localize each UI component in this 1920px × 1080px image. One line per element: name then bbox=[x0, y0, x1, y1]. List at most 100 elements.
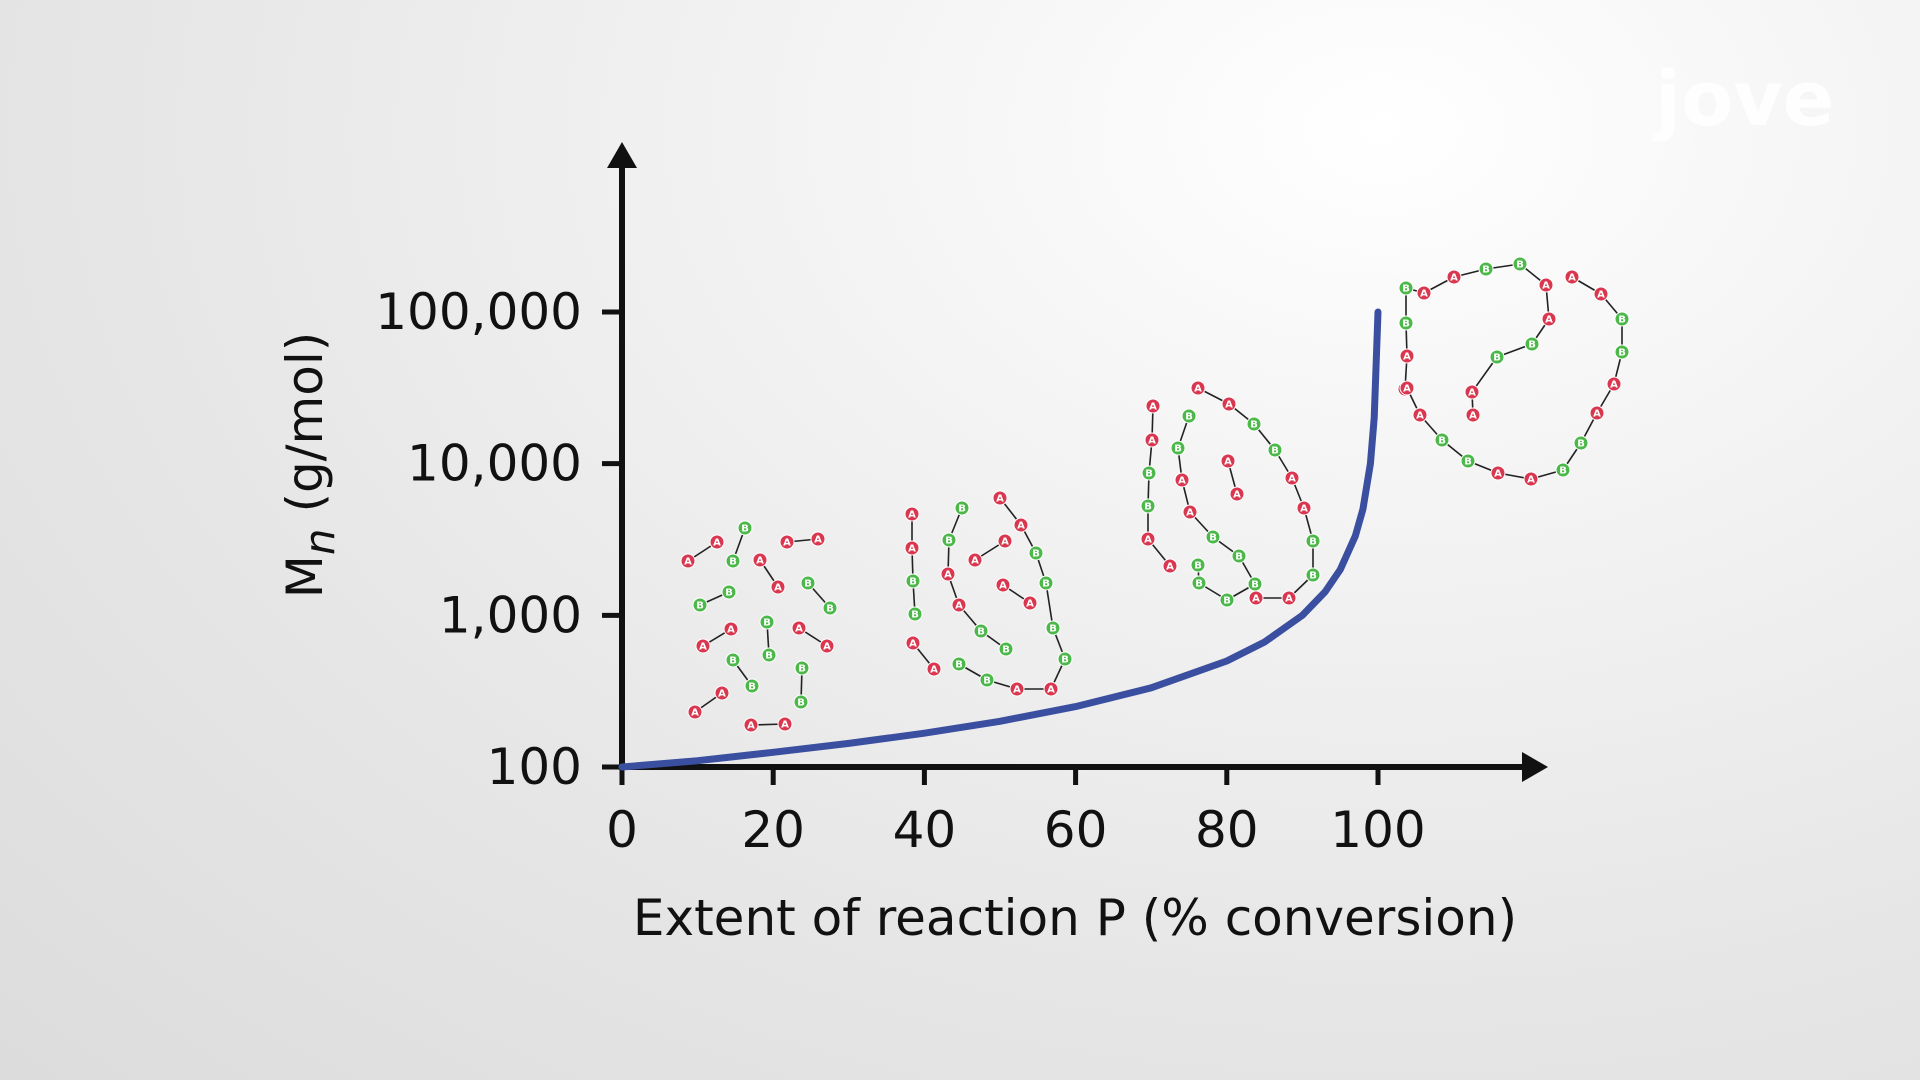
monomer-label: A bbox=[795, 624, 803, 635]
monomer-label: B bbox=[741, 524, 749, 535]
monomer-A-44 bbox=[1043, 681, 1059, 697]
monomer-A-102 bbox=[1589, 405, 1605, 421]
monomer-label: B bbox=[1195, 579, 1203, 590]
monomer-label: B bbox=[1061, 655, 1069, 666]
monomer-label: A bbox=[747, 721, 755, 732]
monomer-label: B bbox=[977, 627, 985, 638]
monomer-A-56 bbox=[1140, 531, 1156, 547]
fragment-9: BB bbox=[725, 652, 760, 694]
monomer-label: A bbox=[727, 625, 735, 636]
y-axis-title: Mn (g/mol) bbox=[276, 332, 344, 598]
monomer-A-76 bbox=[1281, 590, 1297, 606]
monomer-label: A bbox=[999, 581, 1007, 592]
y-axis-arrow bbox=[607, 142, 637, 168]
monomer-label: A bbox=[1186, 508, 1194, 519]
monomer-B-36 bbox=[973, 623, 989, 639]
monomer-label: B bbox=[958, 504, 966, 515]
monomer-B-42 bbox=[1045, 620, 1061, 636]
monomer-B-41 bbox=[1038, 575, 1054, 591]
monomer-label: A bbox=[1545, 315, 1553, 326]
x-tick-label-1: 20 bbox=[741, 801, 805, 859]
monomer-B-18 bbox=[725, 652, 741, 668]
monomer-label: B bbox=[1223, 596, 1231, 607]
monomer-A-73 bbox=[1296, 500, 1312, 516]
monomer-label: A bbox=[1527, 475, 1535, 486]
y-tick-label-2: 10,000 bbox=[407, 435, 582, 493]
x-axis-title: Extent of reaction P (% conversion) bbox=[633, 889, 1517, 947]
monomer-B-3 bbox=[737, 520, 753, 536]
monomer-A-39 bbox=[1013, 517, 1029, 533]
monomer-label: A bbox=[1285, 594, 1293, 605]
monomer-A-85 bbox=[1446, 269, 1462, 285]
monomer-A-35 bbox=[951, 597, 967, 613]
monomer-A-95 bbox=[1412, 407, 1428, 423]
monomer-label: B bbox=[909, 577, 917, 588]
monomer-label: A bbox=[996, 494, 1004, 505]
monomer-B-29 bbox=[907, 606, 923, 622]
monomer-B-32 bbox=[954, 500, 970, 516]
y-tick-label-0: 100 bbox=[487, 738, 582, 796]
fragment-6: AA bbox=[695, 621, 739, 654]
monomer-A-5 bbox=[810, 531, 826, 547]
monomer-B-62 bbox=[1205, 529, 1221, 545]
monomer-label: A bbox=[684, 557, 692, 568]
monomer-B-96 bbox=[1434, 432, 1450, 448]
monomer-A-69 bbox=[1221, 396, 1237, 412]
chain-2e: AA bbox=[967, 533, 1013, 568]
monomer-label: A bbox=[823, 642, 831, 653]
monomer-label: B bbox=[1185, 412, 1193, 423]
monomer-B-58 bbox=[1181, 408, 1197, 424]
monomer-A-53 bbox=[1144, 432, 1160, 448]
monomer-label: A bbox=[1469, 411, 1477, 422]
fragment-0: AA bbox=[680, 534, 725, 569]
monomer-B-75 bbox=[1305, 567, 1321, 583]
monomer-A-92 bbox=[1464, 384, 1480, 400]
monomer-A-25 bbox=[777, 716, 793, 732]
x-tick-label-3: 60 bbox=[1044, 801, 1108, 859]
monomer-label: A bbox=[1194, 384, 1202, 395]
monomer-A-30 bbox=[905, 635, 921, 651]
monomer-label: A bbox=[1026, 599, 1034, 610]
y-axis-title-main: M bbox=[276, 555, 334, 598]
fragment-8: AA bbox=[791, 620, 835, 654]
fragment-7: BB bbox=[759, 614, 777, 663]
monomer-label: A bbox=[1593, 409, 1601, 420]
monomer-A-79 bbox=[1229, 486, 1245, 502]
monomer-A-61 bbox=[1182, 504, 1198, 520]
x-tick-label-0: 0 bbox=[606, 801, 638, 859]
monomer-A-7 bbox=[770, 579, 786, 595]
monomer-label: A bbox=[781, 720, 789, 731]
monomer-label: A bbox=[783, 538, 791, 549]
monomer-label: A bbox=[930, 665, 938, 676]
monomer-A-24 bbox=[743, 717, 759, 733]
monomer-label: B bbox=[729, 557, 737, 568]
monomer-label: A bbox=[1233, 490, 1241, 501]
monomer-label: B bbox=[725, 588, 733, 599]
monomer-label: A bbox=[1300, 504, 1308, 515]
monomer-label: A bbox=[756, 556, 764, 567]
fragment-1: BB bbox=[725, 520, 753, 569]
monomer-label: B bbox=[1194, 561, 1202, 572]
monomer-A-6 bbox=[752, 552, 768, 568]
monomer-B-9 bbox=[721, 584, 737, 600]
x-tick-label-4: 80 bbox=[1195, 801, 1259, 859]
monomer-label: A bbox=[1148, 436, 1156, 447]
monomer-B-101 bbox=[1573, 435, 1589, 451]
monomer-B-21 bbox=[793, 694, 809, 710]
monomer-label: A bbox=[909, 639, 917, 650]
monomer-label: A bbox=[1420, 289, 1428, 300]
monomer-A-60 bbox=[1174, 472, 1190, 488]
chain-2f: AA bbox=[995, 577, 1038, 611]
monomer-label: B bbox=[911, 610, 919, 621]
monomer-B-15 bbox=[761, 647, 777, 663]
monomer-label: B bbox=[1032, 549, 1040, 560]
monomer-A-99 bbox=[1523, 471, 1539, 487]
y-axis-title-sub: n bbox=[295, 528, 344, 555]
monomer-B-90 bbox=[1524, 336, 1540, 352]
monomer-B-33 bbox=[941, 532, 957, 548]
